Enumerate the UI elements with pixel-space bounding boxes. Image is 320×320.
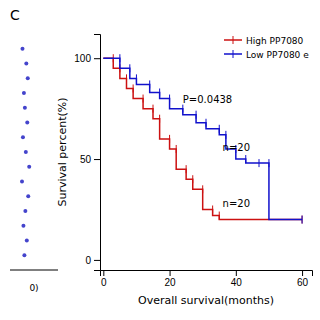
tick: 0 [101, 270, 107, 288]
censor-tick [219, 212, 220, 220]
censor-tick [119, 54, 120, 62]
censor-tick [202, 185, 203, 193]
censor-tick [176, 145, 177, 153]
legend-label: Low PP7080 e [246, 50, 309, 60]
censor-ticks [120, 54, 302, 223]
dot [20, 180, 24, 184]
annotation: n=20 [223, 142, 250, 153]
plot-area [103, 54, 302, 223]
censor-tick [153, 105, 154, 113]
censor-tick [182, 105, 183, 113]
baseline [10, 270, 58, 271]
dot [23, 209, 27, 213]
legend-label: High PP7080 [246, 36, 304, 46]
censor-tick [225, 131, 226, 139]
chart: 0) C 0 20 40 60 0 50 100 Overall survival(months)… [0, 0, 320, 320]
tick: 50 [80, 154, 100, 165]
legend-item: Low PP7080 e [224, 50, 309, 60]
legend-marker [233, 36, 234, 44]
censor-tick [268, 159, 269, 167]
dot [26, 76, 30, 80]
dot [22, 91, 26, 95]
tick-label: 50 [80, 154, 92, 165]
dot [22, 253, 26, 257]
tick: 0 [85, 255, 100, 266]
tick-mark [170, 270, 171, 276]
censor-tick [136, 74, 137, 82]
survival-line [103, 58, 302, 219]
censor-tick [302, 216, 303, 224]
annotation: n=20 [223, 198, 250, 209]
censor-tick [212, 205, 213, 213]
survival-line [103, 58, 302, 219]
censor-tick [149, 80, 150, 88]
tick-mark [236, 270, 237, 276]
tick: 20 [165, 270, 177, 288]
tick: 60 [297, 270, 309, 288]
censor-tick [133, 84, 134, 92]
dots [20, 47, 31, 258]
annotation: P=0.0438 [183, 94, 232, 105]
title: C [10, 7, 20, 23]
dot [26, 194, 30, 198]
censor-tick [206, 119, 207, 127]
tick-mark [302, 270, 303, 276]
tick-mark [103, 270, 104, 276]
censor-tick [196, 111, 197, 119]
dot [23, 106, 27, 110]
left-panel: 0) [10, 47, 58, 293]
tick-label: 40 [231, 277, 243, 288]
tick-label: 100 [74, 53, 91, 64]
censor-ticks [113, 54, 302, 223]
dot [25, 121, 29, 125]
legend: High PP7080 Low PP7080 e [224, 36, 309, 60]
censor-tick [186, 165, 187, 173]
tick-mark [94, 159, 100, 160]
censor-tick [259, 159, 260, 167]
tick-mark [94, 58, 100, 59]
censor-tick [192, 175, 193, 183]
censor-tick [302, 216, 303, 224]
legend-item: High PP7080 [224, 36, 304, 46]
dot [21, 224, 25, 228]
tick-label: 60 [297, 277, 309, 288]
dot [20, 47, 24, 51]
x-axis-title: Overall survival(months) [138, 294, 274, 307]
dot [27, 165, 31, 169]
y-axis: 0 50 100 [74, 35, 100, 271]
censor-tick [143, 95, 144, 103]
tick-label: 0 [85, 255, 91, 266]
legend-marker [233, 50, 234, 58]
dot [24, 62, 28, 66]
y-axis-title: Survival percent(%) [56, 97, 69, 206]
censor-tick [159, 115, 160, 123]
dot [24, 150, 28, 154]
tick: 40 [231, 270, 243, 288]
censor-tick [126, 74, 127, 82]
annotation: 0) [29, 283, 38, 293]
censor-tick [169, 135, 170, 143]
censor-tick [129, 64, 130, 72]
censor-tick [159, 88, 160, 96]
x-axis: 0 20 40 60 [101, 270, 313, 288]
tick-label: 20 [165, 277, 177, 288]
censor-tick [219, 125, 220, 133]
censor-tick [245, 155, 246, 163]
axis-line [101, 271, 313, 277]
dot [21, 135, 25, 139]
tick-label: 0 [101, 277, 107, 288]
tick: 100 [74, 53, 100, 64]
censor-tick [169, 95, 170, 103]
tick-mark [94, 260, 100, 261]
dot [25, 239, 29, 243]
axis-line [94, 35, 101, 271]
